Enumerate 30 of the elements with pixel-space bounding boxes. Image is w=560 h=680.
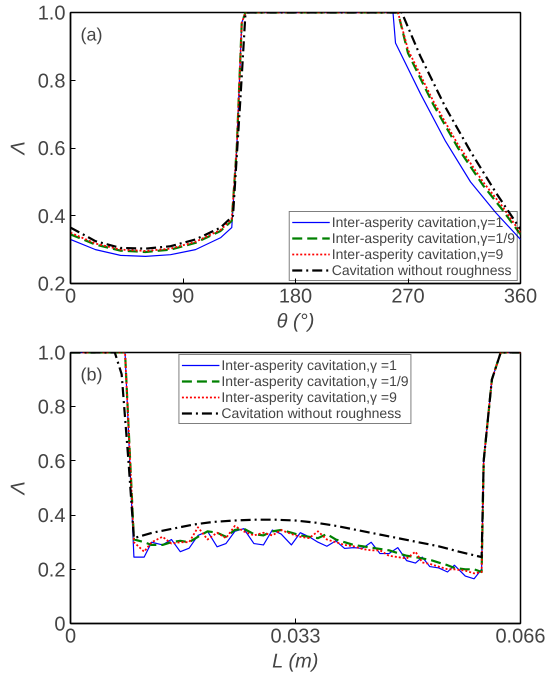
y-axis-title: Λ [8, 481, 30, 496]
y-tick-label: 1.0 [38, 342, 66, 364]
legend-label: Cavitation without roughness [332, 262, 512, 278]
x-tick-label: 0.033 [270, 626, 321, 648]
x-tick-label: 270 [391, 286, 425, 308]
legend-label: Inter-asperity cavitation,γ=1 [332, 214, 504, 230]
y-axis-title: Λ [8, 141, 30, 156]
x-axis-title: L (m) [272, 650, 318, 672]
x-tick-label: 0.066 [495, 626, 546, 648]
legend-label: Inter-asperity cavitation,γ =1/9 [221, 373, 409, 389]
x-axis-title: θ (°) [276, 310, 314, 332]
x-tick-label: 180 [278, 286, 312, 308]
legend-label: Inter-asperity cavitation,γ=1/9 [332, 230, 515, 246]
legend-label: Inter-asperity cavitation,γ =9 [221, 389, 397, 405]
y-tick-label: 0.2 [38, 559, 66, 582]
annotation: (a) [80, 24, 102, 44]
y-tick-label: 0.8 [38, 396, 66, 419]
y-tick-label: 0.8 [38, 70, 66, 92]
y-tick-label: 1.0 [38, 2, 66, 24]
legend-label: Cavitation without roughness [221, 405, 402, 421]
annotation: (b) [80, 364, 102, 384]
y-tick-label: 0.6 [38, 450, 66, 473]
x-tick-label: 360 [504, 286, 538, 308]
legend-label: Inter-asperity cavitation,γ=9 [332, 246, 504, 262]
y-tick-label: 0.2 [38, 274, 66, 296]
y-tick-label: 0.4 [38, 505, 66, 528]
y-tick-label: 0.6 [38, 138, 66, 160]
legend-label: Inter-asperity cavitation,γ =1 [221, 357, 397, 373]
y-tick-label: 0.4 [38, 206, 66, 228]
x-tick-label: 90 [172, 286, 194, 308]
